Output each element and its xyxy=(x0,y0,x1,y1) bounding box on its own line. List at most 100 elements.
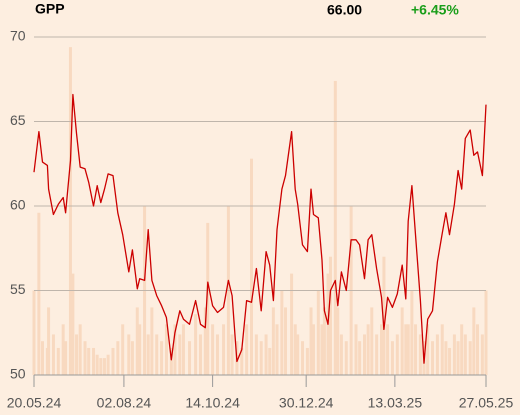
y-tick-label: 60 xyxy=(10,197,26,213)
volume-bar xyxy=(135,307,139,375)
volume-bar xyxy=(354,324,358,375)
volume-bar xyxy=(164,324,168,375)
volume-bar xyxy=(404,324,408,375)
volume-bar xyxy=(188,341,192,375)
x-tick-label: 14.10.24 xyxy=(185,395,240,411)
volume-bar xyxy=(375,334,379,375)
volume-bar xyxy=(116,341,120,375)
volume-bar xyxy=(194,314,198,375)
x-tick-label: 30.12.24 xyxy=(279,395,334,411)
volume-bar xyxy=(414,324,418,375)
volume-bar xyxy=(215,334,219,375)
symbol: GPP xyxy=(35,1,65,17)
volume-bar xyxy=(296,334,300,375)
volume-bar xyxy=(275,324,279,375)
volume-bar xyxy=(56,347,60,375)
y-tick-label: 55 xyxy=(10,281,26,297)
volume-bar xyxy=(138,324,142,375)
volume-bar xyxy=(71,273,75,375)
volume-bar xyxy=(328,256,332,375)
volume-bar xyxy=(316,290,320,375)
volume-bar xyxy=(206,222,210,375)
y-tick-label: 65 xyxy=(10,112,26,128)
volume-bar xyxy=(475,324,479,375)
volume-bar xyxy=(155,334,159,375)
volume-bar xyxy=(463,334,467,375)
x-tick-label: 20.05.24 xyxy=(7,395,62,411)
volume-bar xyxy=(390,341,394,375)
price: 66.00 xyxy=(327,2,362,18)
volume-bar xyxy=(169,347,173,375)
volume-bar xyxy=(51,334,55,375)
volume-bar xyxy=(400,307,404,375)
volume-bar xyxy=(456,341,460,375)
volume-bar xyxy=(146,334,150,375)
volume-bar xyxy=(426,324,430,375)
volume-bar xyxy=(284,307,288,375)
volume-bar xyxy=(106,354,110,375)
volume-bar xyxy=(150,307,154,375)
volume-bar xyxy=(472,307,476,375)
volume-bar xyxy=(435,334,439,375)
volume-bar xyxy=(336,307,340,375)
volume-bar xyxy=(211,324,215,375)
volume-bar xyxy=(305,347,309,375)
volume-bar xyxy=(448,347,452,375)
price-line xyxy=(33,93,487,364)
volume-bar xyxy=(181,324,185,375)
volume-bar xyxy=(61,324,65,375)
volume-bar xyxy=(78,324,82,375)
volume-bar xyxy=(309,307,313,375)
volume-bar xyxy=(406,324,410,375)
volume-bar xyxy=(386,324,390,375)
volume-bar xyxy=(92,347,96,375)
volume-bar xyxy=(111,347,115,375)
volume-bar xyxy=(311,324,315,375)
x-tick-label: 27.05.25 xyxy=(459,395,514,411)
volume-bar xyxy=(75,334,79,375)
volume-bar xyxy=(344,341,348,375)
volume-bar xyxy=(382,256,386,375)
volume-bar xyxy=(333,80,337,375)
volume-bar xyxy=(431,341,435,375)
volume-bar xyxy=(271,307,275,375)
change: +6.45% xyxy=(411,2,459,18)
y-tick-label: 70 xyxy=(10,28,26,44)
volume-bar xyxy=(460,324,464,375)
volume-bar xyxy=(47,307,51,375)
volume-bar xyxy=(37,212,41,375)
volume-bar xyxy=(127,334,131,375)
volume-bar xyxy=(366,324,370,375)
volume-bar xyxy=(322,307,326,375)
volume-bar xyxy=(268,347,272,375)
volume-bar xyxy=(102,358,106,375)
volume-bar xyxy=(95,354,99,375)
y-tick-label: 50 xyxy=(10,366,26,382)
volume-bar xyxy=(395,334,399,375)
x-tick-label: 02.08.24 xyxy=(97,395,152,411)
volume-bar xyxy=(121,324,125,375)
volume-bar xyxy=(410,290,414,375)
volume-bar xyxy=(83,341,87,375)
volume-bar xyxy=(160,341,164,375)
volume-bar xyxy=(240,347,244,375)
volume-bar xyxy=(440,324,444,375)
volume-bar xyxy=(259,341,263,375)
volume-bar xyxy=(222,324,226,375)
volume-bar xyxy=(230,334,234,375)
volume-bar xyxy=(64,341,68,375)
volume-bar xyxy=(32,290,36,375)
volume-bar xyxy=(452,334,456,375)
volume-bar xyxy=(339,334,343,375)
volume-bar xyxy=(370,307,374,375)
volume-bar xyxy=(358,341,362,375)
volume-bar xyxy=(264,334,268,375)
volume-bar xyxy=(99,358,103,375)
volume-bar xyxy=(320,324,324,375)
volume-bar xyxy=(301,341,305,375)
volume-bar xyxy=(198,334,202,375)
volume-bar xyxy=(245,324,249,375)
volume-bar xyxy=(418,334,422,375)
volume-bar xyxy=(484,290,488,375)
